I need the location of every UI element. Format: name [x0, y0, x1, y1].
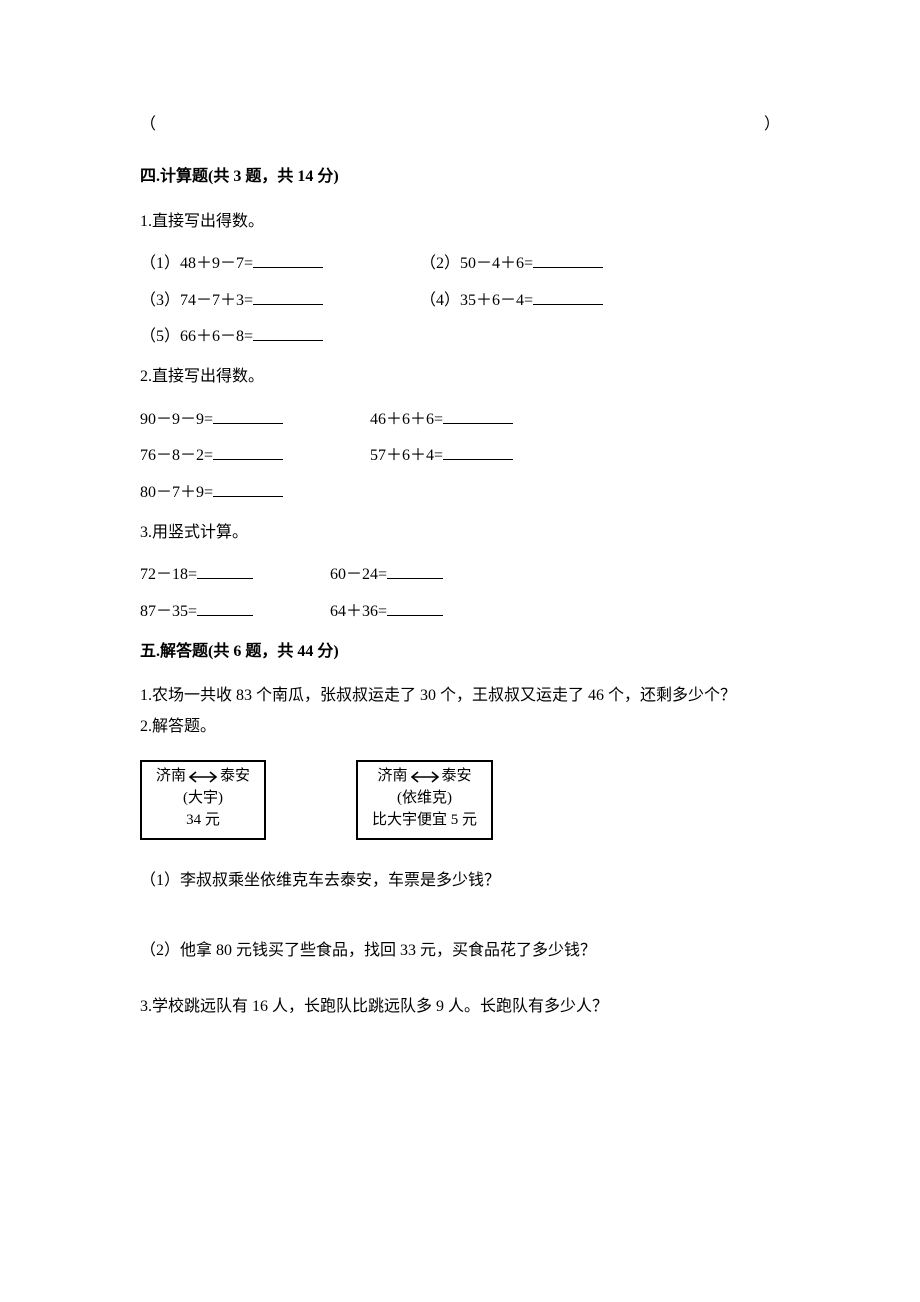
s5-q3: 3.学校跳远队有 16 人，长跑队比跳远队多 9 人。长跑队有多少人？	[140, 992, 780, 1022]
s4-q3-row1: 72－18= 60－24=	[140, 560, 780, 590]
ticket2-route: 济南 泰安	[372, 766, 477, 788]
s4-q1-row2: （3）74－7＋3= （4）35＋6－4=	[140, 286, 780, 316]
answer-blank[interactable]	[533, 251, 603, 268]
s4-q1-item5: （5）66＋6－8=	[140, 322, 420, 352]
eq-label: （3）74－7＋3=	[140, 292, 253, 309]
eq-label: 72－18=	[140, 566, 197, 583]
s4-q3-item4: 64＋36=	[330, 597, 520, 627]
s5-q2-title: 2.解答题。	[140, 712, 780, 742]
ticket1-price: 34 元	[156, 810, 250, 832]
double-arrow-icon	[188, 771, 218, 783]
eq-label: （5）66＋6－8=	[140, 328, 253, 345]
s4-q2-item2: 46＋6＋6=	[370, 405, 650, 435]
answer-blank[interactable]	[533, 288, 603, 305]
ticket1-sub: (大宇)	[156, 788, 250, 810]
answer-blank[interactable]	[213, 443, 283, 460]
s4-q1-item1: （1）48＋9－7=	[140, 249, 420, 279]
s4-q2-item5: 80－7＋9=	[140, 478, 370, 508]
s4-q2-row2: 76－8－2= 57＋6＋4=	[140, 441, 780, 471]
ticket1-city2: 泰安	[220, 766, 250, 788]
s5-q2-sub2: （2）他拿 80 元钱买了些食品，找回 33 元，买食品花了多少钱？	[140, 936, 780, 966]
s4-q3-title: 3.用竖式计算。	[140, 518, 780, 548]
s4-q2-item3: 76－8－2=	[140, 441, 370, 471]
eq-label: 64＋36=	[330, 603, 387, 620]
eq-label: 60－24=	[330, 566, 387, 583]
eq-label: （2）50－4＋6=	[420, 255, 533, 272]
s4-q2-row1: 90－9－9= 46＋6＋6=	[140, 405, 780, 435]
answer-blank[interactable]	[253, 288, 323, 305]
s4-q1-item2: （2）50－4＋6=	[420, 249, 700, 279]
s4-q3-item1: 72－18=	[140, 560, 330, 590]
eq-label: 46＋6＋6=	[370, 411, 443, 428]
s4-q1-item4: （4）35＋6－4=	[420, 286, 700, 316]
ticket1-city1: 济南	[156, 766, 186, 788]
answer-blank[interactable]	[213, 407, 283, 424]
s5-q2-sub1: （1）李叔叔乘坐依维克车去泰安，车票是多少钱？	[140, 866, 780, 896]
s4-q2-title: 2.直接写出得数。	[140, 362, 780, 392]
answer-blank[interactable]	[213, 480, 283, 497]
close-paren: ）	[764, 110, 780, 140]
eq-label: （4）35＋6－4=	[420, 292, 533, 309]
s5-q1: 1.农场一共收 83 个南瓜，张叔叔运走了 30 个，王叔叔又运走了 46 个，…	[140, 681, 780, 711]
s4-q1-item3: （3）74－7＋3=	[140, 286, 420, 316]
ticket2-city2: 泰安	[442, 766, 472, 788]
s4-q3-row2: 87－35= 64＋36=	[140, 597, 780, 627]
section4-heading: 四.计算题(共 3 题，共 14 分)	[140, 162, 780, 192]
eq-label: 87－35=	[140, 603, 197, 620]
s4-q1-row1: （1）48＋9－7= （2）50－4＋6=	[140, 249, 780, 279]
answer-blank[interactable]	[253, 251, 323, 268]
s4-q2-item4: 57＋6＋4=	[370, 441, 650, 471]
section5-heading: 五.解答题(共 6 题，共 44 分)	[140, 637, 780, 667]
answer-blank[interactable]	[197, 599, 253, 616]
answer-blank[interactable]	[443, 407, 513, 424]
ticket1-route: 济南 泰安	[156, 766, 250, 788]
paren-line: （ ）	[140, 110, 780, 140]
ticket2-sub: (依维克)	[372, 788, 477, 810]
page: （ ） 四.计算题(共 3 题，共 14 分) 1.直接写出得数。 （1）48＋…	[0, 0, 920, 1302]
eq-label: 57＋6＋4=	[370, 447, 443, 464]
s4-q1-title: 1.直接写出得数。	[140, 207, 780, 237]
s4-q2-row3: 80－7＋9=	[140, 478, 780, 508]
answer-blank[interactable]	[443, 443, 513, 460]
eq-label: （1）48＋9－7=	[140, 255, 253, 272]
answer-blank[interactable]	[387, 599, 443, 616]
eq-label: 90－9－9=	[140, 411, 213, 428]
s4-q2-item1: 90－9－9=	[140, 405, 370, 435]
open-paren: （	[140, 110, 156, 140]
eq-label: 76－8－2=	[140, 447, 213, 464]
ticket2-price: 比大宇便宜 5 元	[372, 810, 477, 832]
answer-blank[interactable]	[387, 562, 443, 579]
double-arrow-icon	[410, 771, 440, 783]
ticket-box-dayu: 济南 泰安 (大宇) 34 元	[140, 760, 266, 839]
ticket2-city1: 济南	[378, 766, 408, 788]
eq-label: 80－7＋9=	[140, 484, 213, 501]
s4-q3-item3: 87－35=	[140, 597, 330, 627]
ticket-box-iveco: 济南 泰安 (依维克) 比大宇便宜 5 元	[356, 760, 493, 839]
ticket-row: 济南 泰安 (大宇) 34 元 济南 泰安 (依	[140, 760, 780, 839]
s4-q1-row3: （5）66＋6－8=	[140, 322, 780, 352]
s4-q3-item2: 60－24=	[330, 560, 520, 590]
answer-blank[interactable]	[253, 324, 323, 341]
answer-blank[interactable]	[197, 562, 253, 579]
